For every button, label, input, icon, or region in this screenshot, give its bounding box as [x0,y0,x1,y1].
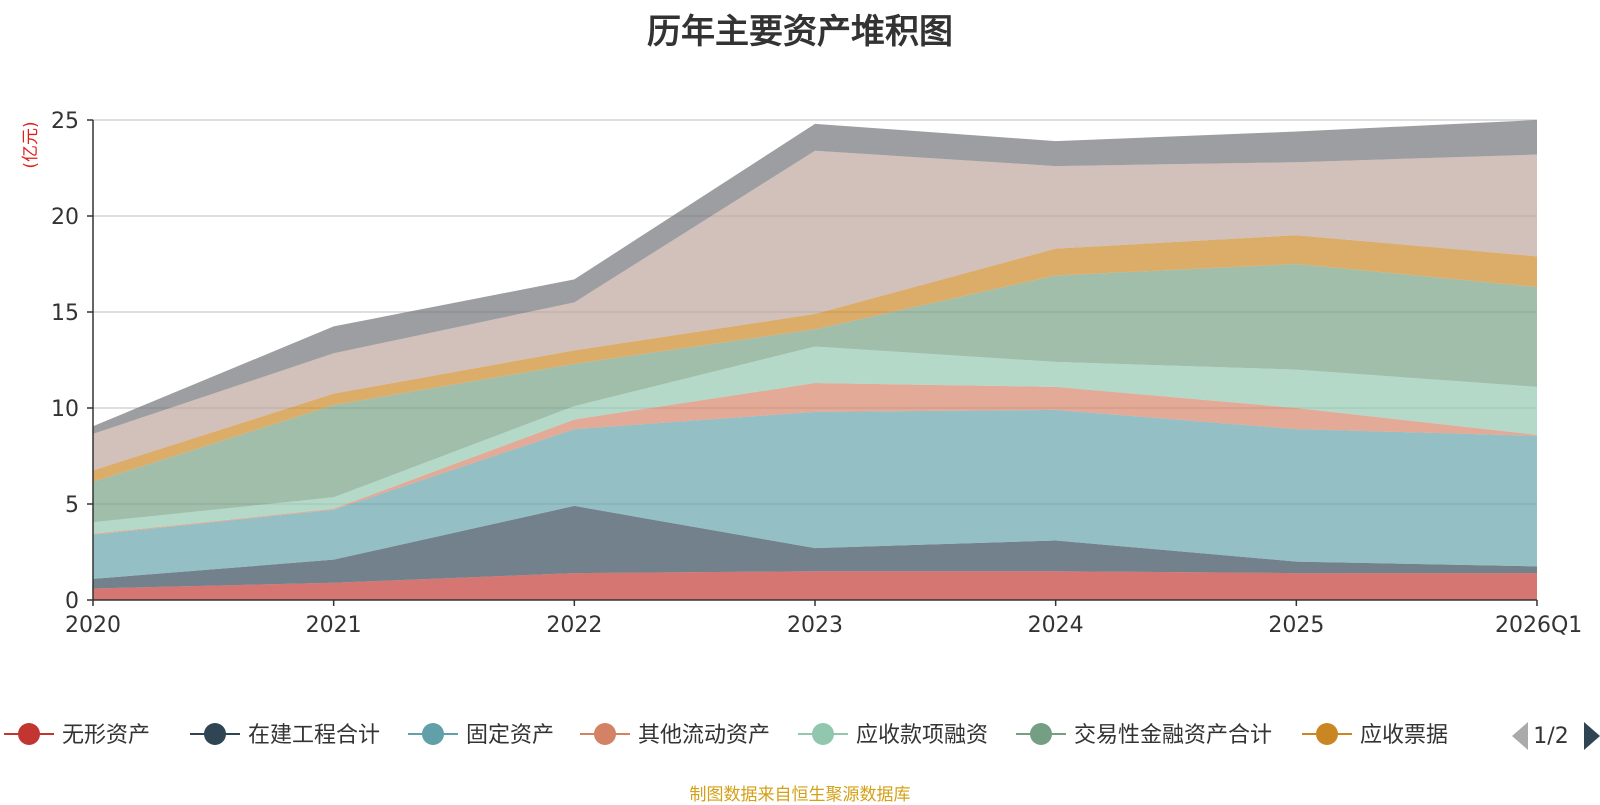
legend-item-6[interactable]: 应收票据 [1302,723,1448,748]
x-tick-label: 2024 [1028,613,1084,638]
legend-next-icon[interactable] [1584,722,1600,750]
legend-marker-icon [422,723,444,745]
x-tick-label: 2026Q1 [1495,613,1582,638]
area-series-2[interactable] [93,409,1537,579]
legend-label: 交易性金融资产合计 [1074,723,1272,748]
x-tick-label: 2023 [787,613,843,638]
area-series-6[interactable] [93,235,1537,482]
y-tick-label: 0 [65,589,79,614]
area-series-7[interactable] [93,150,1537,471]
legend-label: 在建工程合计 [248,723,380,748]
area-series-3[interactable] [93,383,1537,535]
x-tick-label: 2022 [546,613,602,638]
legend-item-5[interactable]: 交易性金融资产合计 [1016,723,1272,748]
legend-marker-icon [812,723,834,745]
area-series-5[interactable] [93,264,1537,523]
legend-marker-icon [1030,723,1052,745]
legend-label: 应收款项融资 [856,723,988,748]
legend-marker-icon [594,723,616,745]
legend-page-indicator: 1/2 [1533,724,1568,749]
y-tick-label: 25 [51,109,79,134]
legend-pager: 1/2 [1512,722,1600,750]
chart-title: 历年主要资产堆积图 [647,12,953,52]
x-tick-label: 2021 [306,613,362,638]
legend: 无形资产 在建工程合计 固定资产 其他流动资产 应收款项融资 交易性金融资产合计 应收票据 [4,723,1448,748]
area-series-8[interactable] [93,120,1537,434]
legend-label: 其他流动资产 [638,723,770,748]
source-note: 制图数据来自恒生聚源数据库 [689,785,911,805]
area-series-0[interactable] [93,571,1537,600]
x-tick-label: 2025 [1268,613,1324,638]
legend-label: 无形资产 [62,723,150,748]
y-tick-label: 10 [51,397,79,422]
y-tick-label: 20 [51,205,79,230]
legend-marker-icon [204,723,226,745]
legend-label: 固定资产 [466,723,554,748]
legend-marker-icon [1316,723,1338,745]
legend-item-1[interactable]: 在建工程合计 [190,723,380,748]
area-series-4[interactable] [93,346,1537,534]
y-tick-label: 15 [51,301,79,326]
area-series [93,120,1537,600]
x-tick-label: 2020 [65,613,121,638]
legend-item-0[interactable]: 无形资产 [4,723,150,748]
legend-item-2[interactable]: 固定资产 [408,723,554,748]
y-tick-label: 5 [65,493,79,518]
legend-prev-icon[interactable] [1512,722,1528,750]
legend-marker-icon [18,723,40,745]
area-series-1[interactable] [93,505,1537,589]
legend-label: 应收票据 [1360,723,1448,748]
legend-item-4[interactable]: 应收款项融资 [798,723,988,748]
legend-item-3[interactable]: 其他流动资产 [580,723,770,748]
y-axis-label: (亿元) [21,121,41,168]
